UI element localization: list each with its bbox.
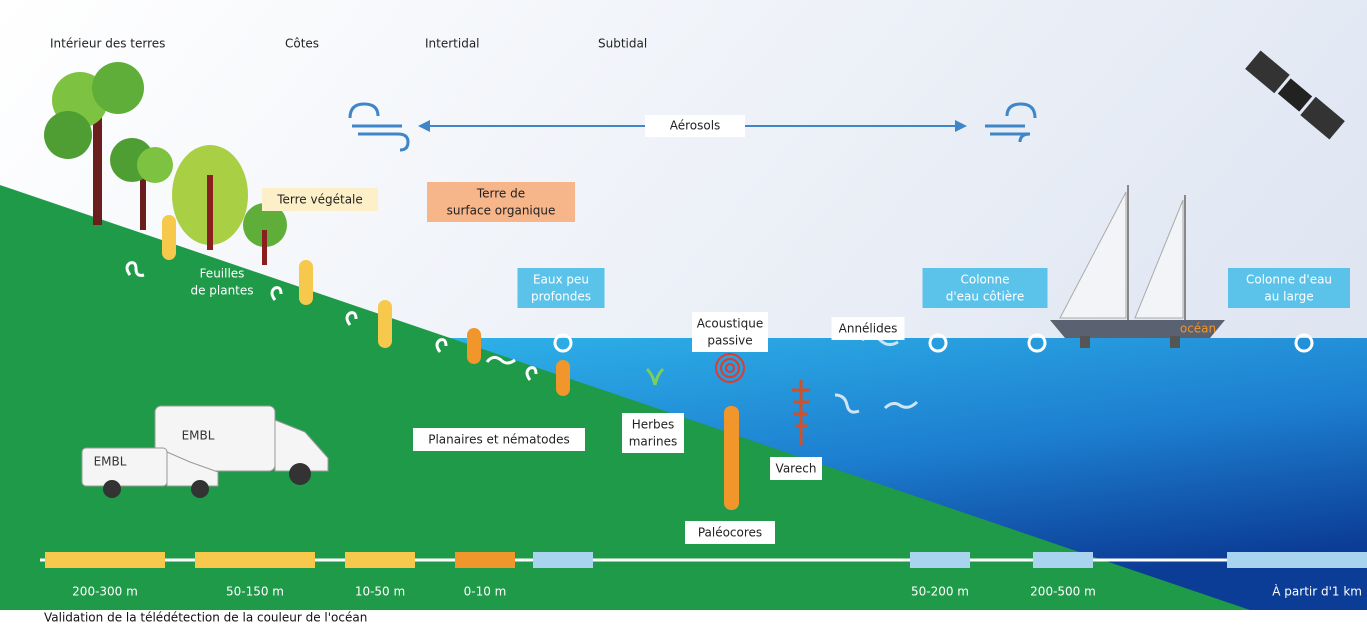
label-text: Colonne [961,273,1010,287]
scale-segment [195,552,315,568]
label-text: Paléocores [698,526,762,540]
aerosol-label: Aérosols [670,119,721,133]
scale-label: 200-500 m [1030,585,1096,599]
label-text: Terre de [476,187,525,201]
label-text: Feuilles [200,267,245,281]
scale-segment [910,552,970,568]
label-text: Planaires et nématodes [428,433,570,447]
zone-label: Côtes [285,37,319,51]
zone-label: Subtidal [598,37,647,51]
label-text: Colonne d'eau [1246,273,1332,287]
scale-label: 200-300 m [72,585,138,599]
label-text: Varech [776,462,817,476]
footer-text: Validation de la télédétection de la cou… [44,611,367,625]
label-text: surface organique [447,204,556,218]
zone-label: Intertidal [425,37,480,51]
label-text: marines [629,435,678,449]
scale-segment [45,552,165,568]
scale-label: 10-50 m [355,585,405,599]
label-text: de plantes [190,284,253,298]
label-text: Herbes [632,418,675,432]
zone-label: Intérieur des terres [50,37,165,51]
scale-label: À partir d'1 km [1272,584,1362,599]
scale-label: 50-200 m [911,585,969,599]
scale-segment [1033,552,1093,568]
scale-segment [345,552,415,568]
label-text: Eaux peu [533,273,589,287]
scale-label: 50-150 m [226,585,284,599]
label-text: Acoustique [697,317,763,331]
label-text: passive [707,334,752,348]
label-text: Annélides [839,322,898,336]
van-logo: EMBL [182,429,215,443]
scale-label: 0-10 m [464,585,507,599]
boat-logo: océan [1180,322,1216,336]
label-text: d'eau côtière [946,290,1025,304]
truck-logo: EMBL [94,455,127,469]
scale-segment [1227,552,1367,568]
label-text: au large [1264,290,1313,304]
label-text: profondes [531,290,591,304]
scale-segment [455,552,515,568]
infographic: Intérieur des terres Côtes Intertidal Subti… [0,0,1367,626]
label-text: Terre végétale [276,193,363,207]
scale-segment [533,552,593,568]
